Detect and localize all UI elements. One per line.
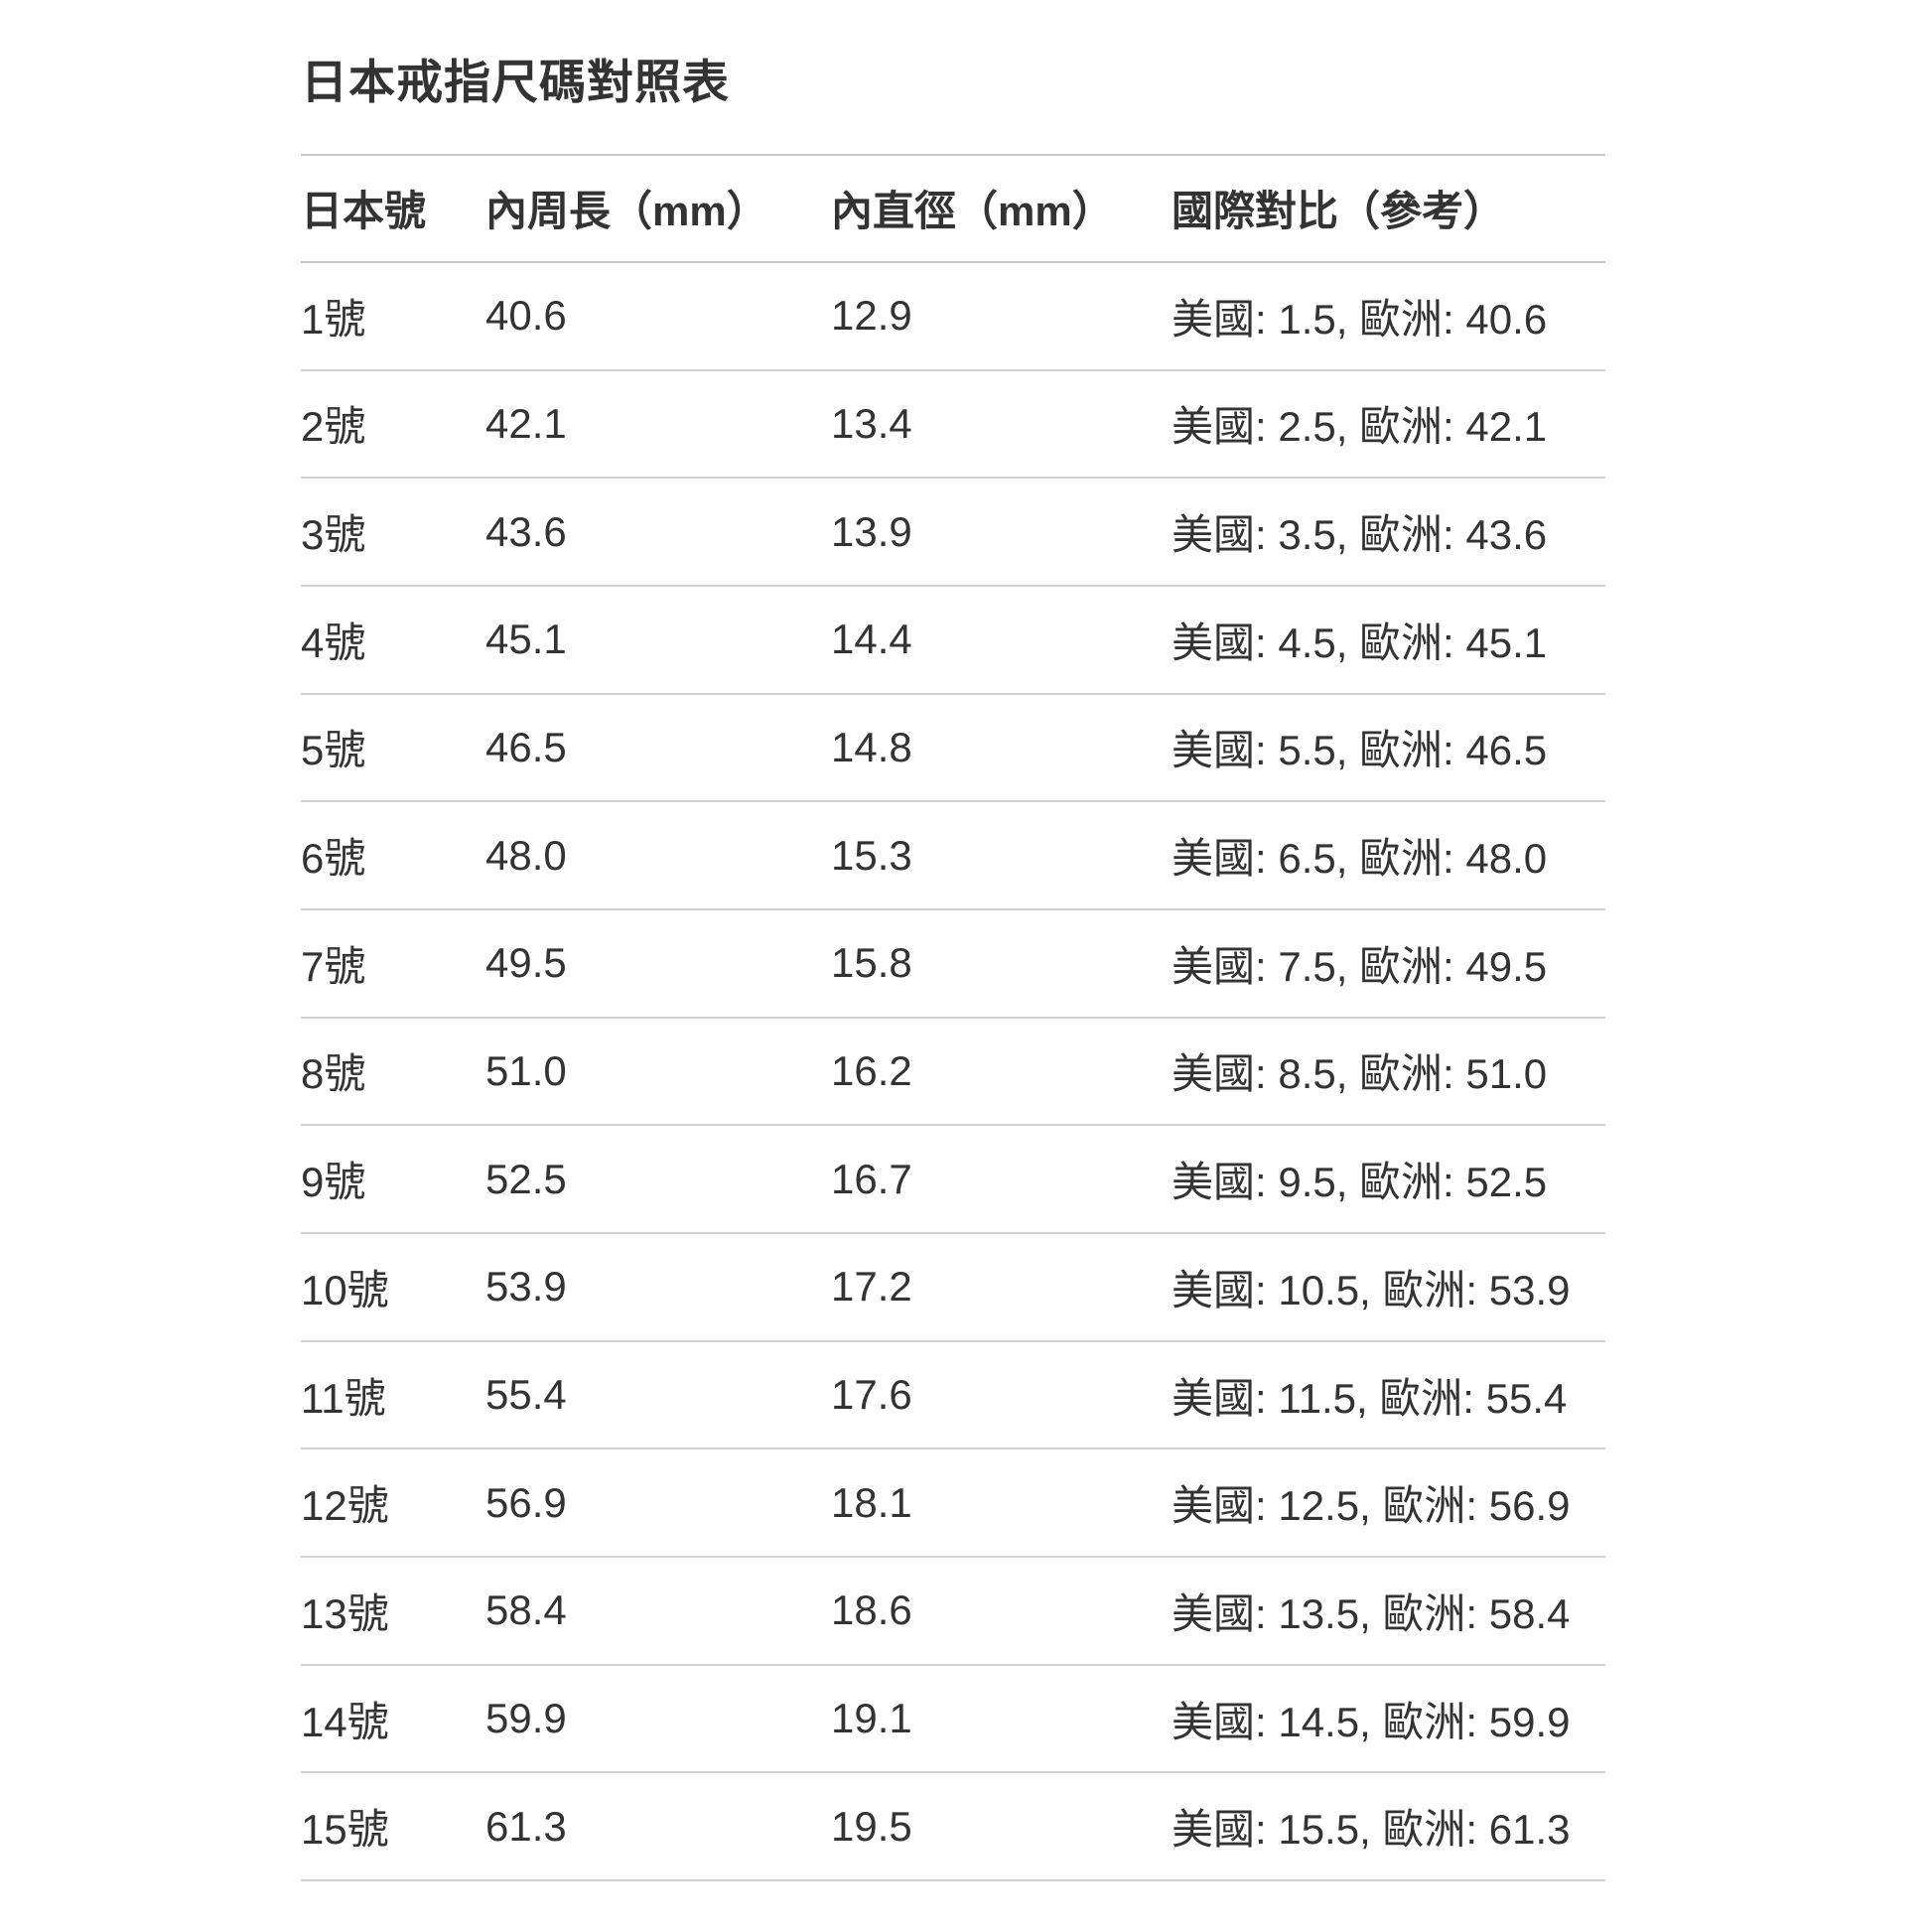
table-row: 11號 55.4 17.6 美國: 11.5, 歐洲: 55.4 bbox=[301, 1342, 1605, 1450]
table-row: 10號 53.9 17.2 美國: 10.5, 歐洲: 53.9 bbox=[301, 1234, 1605, 1342]
cell-inner-circumference: 58.4 bbox=[485, 1587, 567, 1634]
cell-international: 美國: 15.5, 歐洲: 61.3 bbox=[1172, 1806, 1571, 1854]
cell-inner-diameter: 17.6 bbox=[831, 1371, 912, 1419]
ring-size-table: 日本號 內周長（mm） 內直徑（mm） 國際對比（參考） 1號 40.6 12.9 美… bbox=[301, 153, 1605, 1882]
cell-inner-circumference: 40.6 bbox=[485, 292, 567, 340]
cell-inner-diameter: 15.8 bbox=[831, 939, 912, 987]
table-row: 3號 43.6 13.9 美國: 3.5, 歐洲: 43.6 bbox=[301, 479, 1605, 587]
cell-inner-circumference: 52.5 bbox=[485, 1155, 567, 1202]
cell-inner-circumference: 61.3 bbox=[485, 1802, 567, 1850]
cell-inner-diameter: 18.6 bbox=[831, 1587, 912, 1634]
cell-international: 美國: 11.5, 歐洲: 55.4 bbox=[1172, 1374, 1568, 1422]
table-row: 2號 42.1 13.4 美國: 2.5, 歐洲: 42.1 bbox=[301, 371, 1605, 480]
table-row: 12號 56.9 18.1 美國: 12.5, 歐洲: 56.9 bbox=[301, 1449, 1605, 1559]
table-row: 13號 58.4 18.6 美國: 13.5, 歐洲: 58.4 bbox=[301, 1558, 1605, 1666]
cell-japan-size: 11號 bbox=[301, 1374, 386, 1422]
cell-japan-size: 8號 bbox=[301, 1050, 366, 1098]
cell-inner-circumference: 43.6 bbox=[485, 507, 567, 555]
cell-inner-circumference: 42.1 bbox=[485, 399, 567, 447]
cell-japan-size: 7號 bbox=[301, 942, 366, 990]
cell-international: 美國: 6.5, 歐洲: 48.0 bbox=[1172, 835, 1548, 883]
table-header-row: 日本號 內周長（mm） 內直徑（mm） 國際對比（參考） bbox=[301, 156, 1605, 263]
table-row: 5號 46.5 14.8 美國: 5.5, 歐洲: 46.5 bbox=[301, 695, 1605, 803]
table-row: 8號 51.0 16.2 美國: 8.5, 歐洲: 51.0 bbox=[301, 1019, 1605, 1127]
cell-japan-size: 6號 bbox=[301, 835, 366, 883]
cell-inner-diameter: 15.3 bbox=[831, 831, 912, 879]
table-row: 6號 48.0 15.3 美國: 6.5, 歐洲: 48.0 bbox=[301, 802, 1605, 910]
cell-inner-diameter: 17.2 bbox=[831, 1263, 912, 1311]
cell-international: 美國: 13.5, 歐洲: 58.4 bbox=[1172, 1589, 1571, 1637]
cell-international: 美國: 2.5, 歐洲: 42.1 bbox=[1172, 403, 1548, 451]
cell-inner-circumference: 55.4 bbox=[485, 1371, 567, 1419]
cell-inner-circumference: 51.0 bbox=[485, 1046, 567, 1094]
cell-inner-diameter: 18.1 bbox=[831, 1478, 912, 1526]
column-header-inner-diameter: 內直徑（mm） bbox=[831, 188, 1114, 235]
cell-japan-size: 5號 bbox=[301, 727, 366, 774]
column-header-japan-size: 日本號 bbox=[301, 188, 427, 235]
cell-international: 美國: 4.5, 歐洲: 45.1 bbox=[1172, 619, 1548, 666]
cell-inner-diameter: 12.9 bbox=[831, 292, 912, 340]
cell-international: 美國: 5.5, 歐洲: 46.5 bbox=[1172, 727, 1548, 774]
ring-size-content: 日本戒指尺碼對照表 日本號 內周長（mm） 內直徑（mm） 國際對比（參考） 1… bbox=[301, 0, 1605, 1882]
cell-inner-circumference: 46.5 bbox=[485, 723, 567, 770]
cell-inner-circumference: 45.1 bbox=[485, 616, 567, 663]
cell-inner-diameter: 13.4 bbox=[831, 399, 912, 447]
cell-japan-size: 14號 bbox=[301, 1698, 389, 1745]
cell-japan-size: 10號 bbox=[301, 1266, 389, 1313]
cell-japan-size: 9號 bbox=[301, 1159, 366, 1206]
cell-inner-diameter: 16.2 bbox=[831, 1046, 912, 1094]
cell-japan-size: 3號 bbox=[301, 511, 366, 559]
cell-japan-size: 13號 bbox=[301, 1589, 389, 1637]
cell-international: 美國: 7.5, 歐洲: 49.5 bbox=[1172, 942, 1548, 990]
cell-japan-size: 15號 bbox=[301, 1806, 389, 1854]
cell-international: 美國: 9.5, 歐洲: 52.5 bbox=[1172, 1159, 1548, 1206]
cell-japan-size: 1號 bbox=[301, 295, 366, 343]
cell-japan-size: 12號 bbox=[301, 1482, 389, 1530]
cell-inner-diameter: 19.1 bbox=[831, 1695, 912, 1742]
cell-inner-diameter: 13.9 bbox=[831, 507, 912, 555]
cell-international: 美國: 3.5, 歐洲: 43.6 bbox=[1172, 511, 1548, 559]
cell-international: 美國: 10.5, 歐洲: 53.9 bbox=[1172, 1266, 1571, 1313]
table-row: 7號 49.5 15.8 美國: 7.5, 歐洲: 49.5 bbox=[301, 910, 1605, 1019]
cell-inner-diameter: 14.4 bbox=[831, 616, 912, 663]
cell-international: 美國: 14.5, 歐洲: 59.9 bbox=[1172, 1698, 1571, 1745]
table-row: 14號 59.9 19.1 美國: 14.5, 歐洲: 59.9 bbox=[301, 1666, 1605, 1774]
table-row: 1號 40.6 12.9 美國: 1.5, 歐洲: 40.6 bbox=[301, 263, 1605, 371]
cell-inner-diameter: 16.7 bbox=[831, 1155, 912, 1202]
column-header-international: 國際對比（參考） bbox=[1172, 188, 1506, 235]
cell-inner-diameter: 14.8 bbox=[831, 723, 912, 770]
column-header-inner-circumference: 內周長（mm） bbox=[485, 188, 768, 235]
cell-japan-size: 2號 bbox=[301, 403, 366, 451]
table-row: 9號 52.5 16.7 美國: 9.5, 歐洲: 52.5 bbox=[301, 1126, 1605, 1234]
cell-inner-circumference: 49.5 bbox=[485, 939, 567, 987]
cell-inner-diameter: 19.5 bbox=[831, 1802, 912, 1850]
cell-inner-circumference: 56.9 bbox=[485, 1478, 567, 1526]
cell-inner-circumference: 59.9 bbox=[485, 1695, 567, 1742]
cell-international: 美國: 12.5, 歐洲: 56.9 bbox=[1172, 1482, 1571, 1530]
cell-inner-circumference: 48.0 bbox=[485, 831, 567, 879]
table-body: 1號 40.6 12.9 美國: 1.5, 歐洲: 40.6 2號 42.1 13.4 美國:… bbox=[301, 263, 1605, 1882]
cell-international: 美國: 8.5, 歐洲: 51.0 bbox=[1172, 1050, 1548, 1098]
cell-international: 美國: 1.5, 歐洲: 40.6 bbox=[1172, 295, 1548, 343]
cell-inner-circumference: 53.9 bbox=[485, 1263, 567, 1311]
table-row: 15號 61.3 19.5 美國: 15.5, 歐洲: 61.3 bbox=[301, 1773, 1605, 1882]
page-title: 日本戒指尺碼對照表 bbox=[301, 56, 730, 108]
table-row: 4號 45.1 14.4 美國: 4.5, 歐洲: 45.1 bbox=[301, 587, 1605, 695]
cell-japan-size: 4號 bbox=[301, 619, 366, 666]
